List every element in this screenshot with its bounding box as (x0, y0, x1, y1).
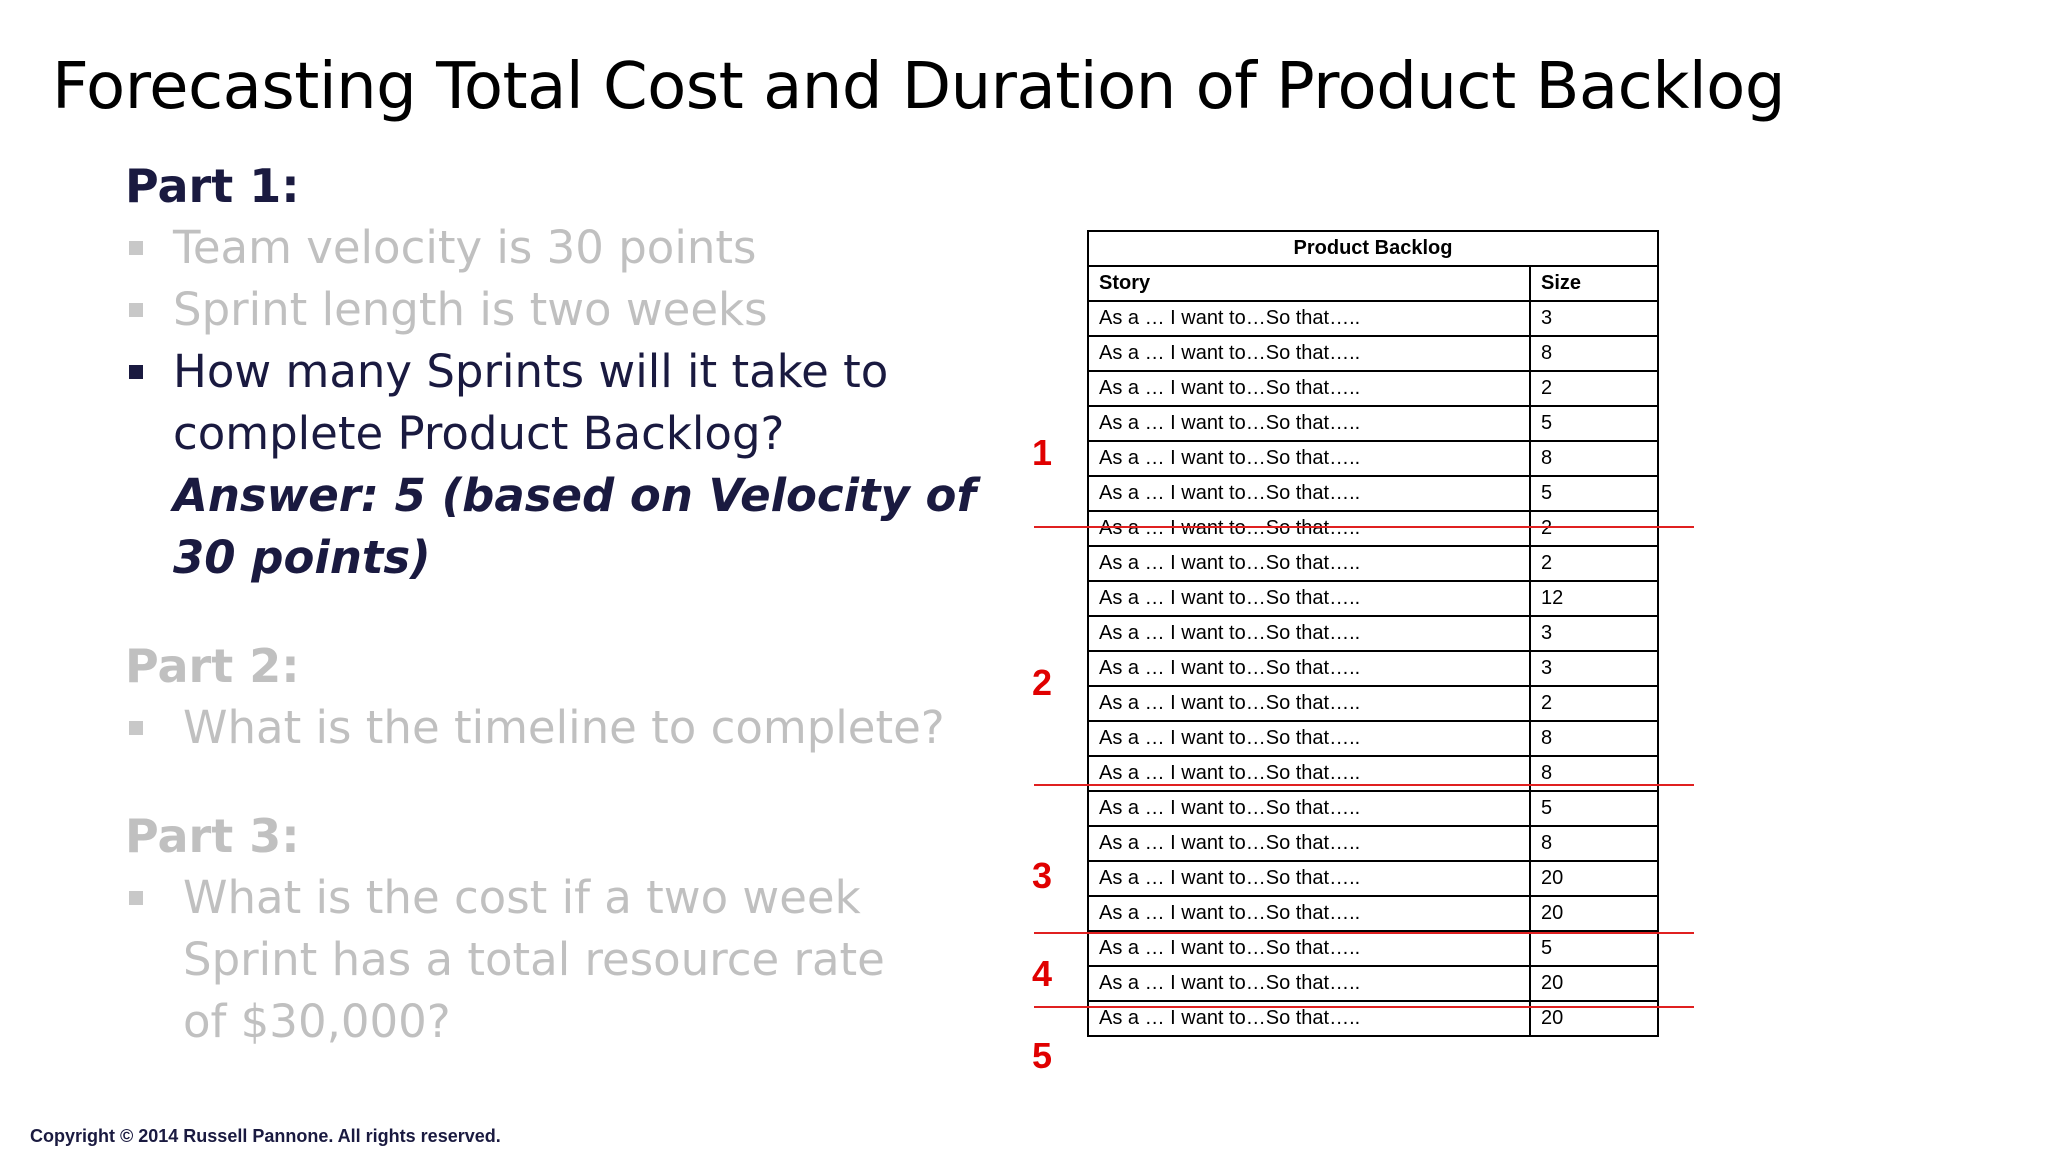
part3-bullets: What is the cost if a two week Sprint ha… (125, 867, 985, 1053)
bullet-timeline: What is the timeline to complete? (125, 697, 985, 759)
bullet-text: What is the timeline to complete? (183, 701, 945, 754)
story-cell: As a … I want to…So that….. (1087, 965, 1531, 1002)
product-backlog-table: Product Backlog Story Size As a … I want… (1087, 230, 1659, 1037)
size-cell: 20 (1529, 965, 1659, 1002)
table-row: As a … I want to…So that….. 8 (1087, 440, 1659, 477)
size-cell: 2 (1529, 545, 1659, 582)
bullet-sprint-length: Sprint length is two weeks (125, 279, 985, 341)
sprint-label-3: 3 (1031, 855, 1053, 896)
story-cell: As a … I want to…So that….. (1087, 580, 1531, 617)
bullet-text: How many Sprints will it take to complet… (173, 345, 889, 460)
bullet-square-icon (129, 721, 143, 735)
table-row: As a … I want to…So that….. 8 (1087, 720, 1659, 757)
story-cell: As a … I want to…So that….. (1087, 895, 1531, 932)
size-cell: 5 (1529, 405, 1659, 442)
table-row: As a … I want to…So that….. 12 (1087, 580, 1659, 617)
story-cell: As a … I want to…So that….. (1087, 475, 1531, 512)
column-header-story: Story (1087, 265, 1531, 302)
size-cell: 8 (1529, 825, 1659, 862)
part1-bullets: Team velocity is 30 points Sprint length… (125, 217, 985, 589)
story-cell: As a … I want to…So that….. (1087, 930, 1531, 967)
story-cell: As a … I want to…So that….. (1087, 300, 1531, 337)
sprint-label-4: 4 (1031, 953, 1053, 994)
table-row: As a … I want to…So that….. 20 (1087, 860, 1659, 897)
table-row: As a … I want to…So that….. 5 (1087, 405, 1659, 442)
bullet-square-icon (129, 365, 143, 379)
table-row: As a … I want to…So that….. 2 (1087, 685, 1659, 722)
copyright-notice: Copyright © 2014 Russell Pannone. All ri… (30, 1126, 501, 1146)
size-cell: 12 (1529, 580, 1659, 617)
table-caption: Product Backlog (1087, 230, 1659, 267)
table-row: As a … I want to…So that….. 5 (1087, 790, 1659, 827)
story-cell: As a … I want to…So that….. (1087, 335, 1531, 372)
sprint-label-5: 5 (1031, 1035, 1053, 1076)
size-cell: 2 (1529, 685, 1659, 722)
sprint-boundary-line (1034, 784, 1694, 786)
table-row: As a … I want to…So that….. 20 (1087, 895, 1659, 932)
size-cell: 8 (1529, 720, 1659, 757)
bullet-square-icon (129, 241, 143, 255)
answer-text: Answer: 5 (based on Velocity of 30 point… (173, 469, 977, 584)
size-cell: 3 (1529, 650, 1659, 687)
table-row: As a … I want to…So that….. 2 (1087, 545, 1659, 582)
size-cell: 20 (1529, 895, 1659, 932)
size-cell: 8 (1529, 335, 1659, 372)
product-backlog-table-wrap: Product Backlog Story Size As a … I want… (1087, 230, 1659, 1037)
part2-bullets: What is the timeline to complete? (125, 697, 985, 759)
story-cell: As a … I want to…So that….. (1087, 825, 1531, 862)
part1-heading: Part 1: (125, 159, 300, 213)
size-cell: 2 (1529, 370, 1659, 407)
table-row: As a … I want to…So that….. 3 (1087, 650, 1659, 687)
bullet-square-icon (129, 891, 143, 905)
size-cell: 5 (1529, 790, 1659, 827)
size-cell: 5 (1529, 930, 1659, 967)
size-cell: 3 (1529, 615, 1659, 652)
story-cell: As a … I want to…So that….. (1087, 650, 1531, 687)
story-cell: As a … I want to…So that….. (1087, 545, 1531, 582)
bullet-text: Sprint length is two weeks (173, 283, 768, 336)
table-row: As a … I want to…So that….. 5 (1087, 475, 1659, 512)
size-cell: 3 (1529, 300, 1659, 337)
part3-heading: Part 3: (125, 809, 300, 863)
sprint-boundary-line (1034, 526, 1694, 528)
slide-title: Forecasting Total Cost and Duration of P… (52, 50, 1785, 124)
sprint-label-1: 1 (1031, 432, 1053, 473)
part2-heading: Part 2: (125, 639, 300, 693)
table-row: As a … I want to…So that….. 20 (1087, 965, 1659, 1002)
column-header-size: Size (1529, 265, 1659, 302)
bullet-cost: What is the cost if a two week Sprint ha… (125, 867, 923, 1053)
story-cell: As a … I want to…So that….. (1087, 440, 1531, 477)
size-cell: 2 (1529, 510, 1659, 547)
bullet-text: Team velocity is 30 points (173, 221, 757, 274)
table-row: As a … I want to…So that….. 3 (1087, 300, 1659, 337)
story-cell: As a … I want to…So that….. (1087, 720, 1531, 757)
table-body: As a … I want to…So that….. 3 As a … I wan… (1087, 300, 1659, 1037)
size-cell: 20 (1529, 860, 1659, 897)
questions-panel: Part 1: Team velocity is 30 points Sprin… (125, 155, 985, 1053)
bullet-square-icon (129, 303, 143, 317)
table-row: As a … I want to…So that….. 5 (1087, 930, 1659, 967)
table-row: As a … I want to…So that….. 8 (1087, 335, 1659, 372)
story-cell: As a … I want to…So that….. (1087, 685, 1531, 722)
bullet-text: What is the cost if a two week Sprint ha… (183, 871, 885, 1048)
sprint-label-2: 2 (1031, 662, 1053, 703)
story-cell: As a … I want to…So that….. (1087, 370, 1531, 407)
size-cell: 8 (1529, 440, 1659, 477)
table-row: As a … I want to…So that….. 2 (1087, 370, 1659, 407)
story-cell: As a … I want to…So that….. (1087, 860, 1531, 897)
table-row: As a … I want to…So that….. 3 (1087, 615, 1659, 652)
bullet-velocity: Team velocity is 30 points (125, 217, 985, 279)
size-cell: 5 (1529, 475, 1659, 512)
story-cell: As a … I want to…So that….. (1087, 615, 1531, 652)
story-cell: As a … I want to…So that….. (1087, 790, 1531, 827)
table-row: As a … I want to…So that….. 8 (1087, 825, 1659, 862)
bullet-question: How many Sprints will it take to complet… (125, 341, 985, 589)
sprint-boundary-line (1034, 932, 1694, 934)
story-cell: As a … I want to…So that….. (1087, 405, 1531, 442)
table-row: As a … I want to…So that….. 2 (1087, 510, 1659, 547)
sprint-boundary-line (1034, 1006, 1694, 1008)
story-cell: As a … I want to…So that….. (1087, 510, 1531, 547)
